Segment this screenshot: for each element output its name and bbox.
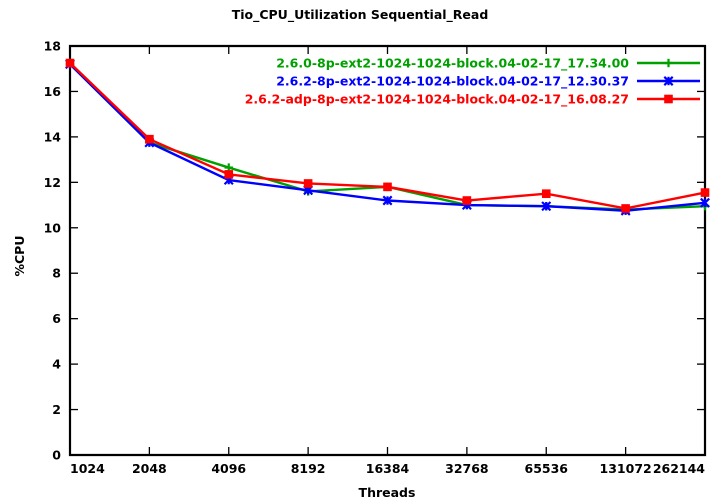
data-point-marker bbox=[663, 76, 674, 86]
data-point-marker bbox=[145, 134, 154, 144]
x-tick-label: 32768 bbox=[445, 461, 489, 476]
data-point-marker bbox=[541, 201, 552, 212]
square-icon bbox=[621, 204, 630, 213]
x-tick-label: 131072 bbox=[600, 461, 652, 476]
legend-label: 2.6.2-8p-ext2-1024-1024-block.04-02-17_1… bbox=[276, 74, 629, 90]
data-point-marker bbox=[621, 204, 630, 213]
x-tick-label: 16384 bbox=[366, 461, 410, 476]
y-tick-label: 8 bbox=[52, 266, 61, 281]
data-point-marker bbox=[383, 182, 392, 192]
y-tick-label: 2 bbox=[52, 402, 61, 417]
square-icon bbox=[303, 179, 313, 188]
x-tick-label: 4096 bbox=[211, 461, 246, 476]
y-tick-label: 6 bbox=[52, 311, 61, 326]
chart-legend: 2.6.0-8p-ext2-1024-1024-block.04-02-17_1… bbox=[245, 56, 700, 108]
y-axis-label: %CPU bbox=[12, 235, 27, 276]
y-tick-label: 18 bbox=[44, 39, 61, 54]
data-point-marker bbox=[382, 195, 393, 206]
data-point-marker bbox=[462, 196, 472, 205]
data-point-marker bbox=[65, 58, 75, 68]
data-point-marker bbox=[664, 58, 673, 68]
x-tick-label: 2048 bbox=[132, 461, 167, 476]
legend-label: 2.6.0-8p-ext2-1024-1024-block.04-02-17_1… bbox=[276, 56, 629, 72]
square-icon bbox=[224, 170, 234, 179]
square-icon bbox=[700, 188, 710, 197]
x-axis-label: Threads bbox=[359, 485, 416, 500]
y-tick-label: 16 bbox=[44, 84, 62, 99]
legend-label: 2.6.2-adp-8p-ext2-1024-1024-block.04-02-… bbox=[245, 92, 629, 108]
y-tick-label: 12 bbox=[44, 175, 61, 190]
square-icon bbox=[462, 196, 472, 205]
x-tick-label: 1024 bbox=[70, 461, 105, 476]
x-tick-label: 8192 bbox=[291, 461, 326, 476]
square-icon bbox=[664, 94, 673, 104]
data-point-marker bbox=[541, 189, 551, 198]
plot-border bbox=[68, 44, 707, 457]
y-tick-label: 0 bbox=[52, 448, 61, 463]
data-point-marker bbox=[664, 94, 673, 104]
data-point-marker bbox=[224, 170, 234, 179]
series-layer bbox=[65, 58, 710, 216]
square-icon bbox=[541, 189, 551, 198]
series-group bbox=[65, 58, 710, 213]
data-point-marker bbox=[700, 188, 710, 197]
data-point-marker bbox=[700, 197, 710, 208]
x-tick-label: 65536 bbox=[525, 461, 569, 476]
square-icon bbox=[145, 134, 154, 144]
y-tick-label: 10 bbox=[44, 220, 62, 235]
y-tick-label: 4 bbox=[52, 357, 61, 372]
y-axis-ticks: 0 2 4 6 8 10 12 14 16 18 bbox=[44, 39, 705, 463]
y-tick-label: 14 bbox=[44, 129, 62, 144]
square-icon bbox=[65, 58, 75, 68]
x-axis-ticks: 1024 2048 4096 8192 16384 32768 65536 131072 262… bbox=[69, 46, 706, 476]
x-tick-label: 262144 bbox=[653, 461, 705, 476]
chart-title: Tio_CPU_Utilization Sequential_Read bbox=[232, 7, 489, 23]
data-point-marker bbox=[303, 179, 313, 188]
square-icon bbox=[383, 182, 392, 192]
